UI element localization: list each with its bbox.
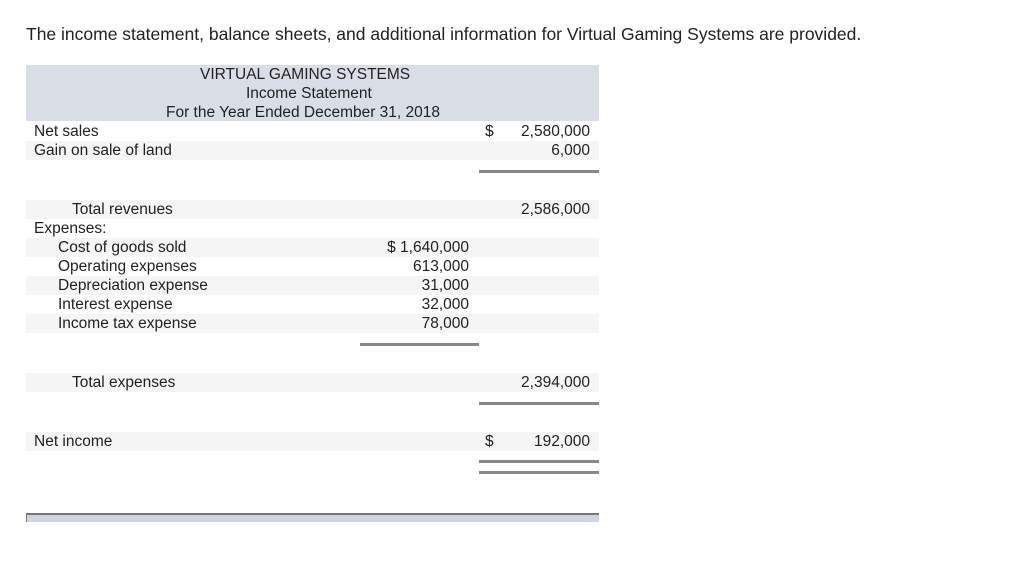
- horizontal-scrollbar[interactable]: [26, 513, 599, 522]
- row-net-sales: Net sales $ 2,580,000: [26, 122, 599, 141]
- income-statement-table: VIRTUAL GAMING SYSTEMS Income Statement …: [26, 65, 599, 474]
- row-label: Gain on sale of land: [34, 142, 172, 159]
- row-operating-expenses: Operating expenses 613,000: [26, 257, 599, 276]
- row-total-revenues: Total revenues 2,586,000: [26, 200, 599, 219]
- row-depreciation-expense: Depreciation expense 31,000: [26, 276, 599, 295]
- row-label: Operating expenses: [58, 258, 197, 275]
- currency-symbol: $: [485, 433, 494, 450]
- subtotal-rule: [360, 343, 479, 346]
- row-label: Interest expense: [58, 296, 173, 313]
- row-label: Cost of goods sold: [58, 239, 187, 256]
- row-label: Total expenses: [72, 374, 176, 391]
- row-amount: 6,000: [551, 142, 590, 159]
- row-cost-of-goods-sold: Cost of goods sold $ 1,640,000: [26, 238, 599, 257]
- row-label: Net sales: [34, 123, 99, 140]
- statement-period: For the Year Ended December 31, 2018: [166, 104, 441, 121]
- row-total-expenses: Total expenses 2,394,000: [26, 373, 599, 392]
- statement-title: Income Statement: [246, 85, 372, 102]
- row-amount: 32,000: [421, 296, 469, 313]
- currency-symbol: $: [485, 123, 494, 140]
- company-name: VIRTUAL GAMING SYSTEMS: [200, 66, 411, 83]
- intro-text: The income statement, balance sheets, an…: [26, 24, 862, 44]
- row-amount: 613,000: [412, 258, 469, 275]
- row-label: Income tax expense: [58, 315, 197, 332]
- row-expenses-heading: Expenses:: [26, 219, 599, 238]
- row-amount: 2,580,000: [521, 123, 590, 140]
- statement-header: VIRTUAL GAMING SYSTEMS Income Statement …: [26, 65, 599, 121]
- row-income-tax-expense: Income tax expense 78,000: [26, 314, 599, 333]
- subtotal-rule: [479, 402, 599, 405]
- subtotal-rule: [479, 170, 599, 173]
- row-interest-expense: Interest expense 32,000: [26, 295, 599, 314]
- row-amount: 31,000: [421, 277, 469, 294]
- row-gain-on-sale: Gain on sale of land 6,000: [26, 141, 599, 160]
- double-rule-bottom: [479, 471, 599, 474]
- row-amount: 78,000: [421, 315, 469, 332]
- row-amount: 2,586,000: [521, 201, 590, 218]
- row-amount: $ 1,640,000: [387, 239, 469, 256]
- section-heading: Expenses:: [34, 220, 107, 237]
- row-amount: 192,000: [533, 433, 590, 450]
- row-amount: 2,394,000: [521, 374, 590, 391]
- row-label: Net income: [34, 433, 113, 450]
- double-rule-top: [479, 460, 599, 463]
- row-label: Total revenues: [72, 201, 173, 218]
- row-net-income: Net income $ 192,000: [26, 432, 599, 451]
- row-label: Depreciation expense: [58, 277, 208, 294]
